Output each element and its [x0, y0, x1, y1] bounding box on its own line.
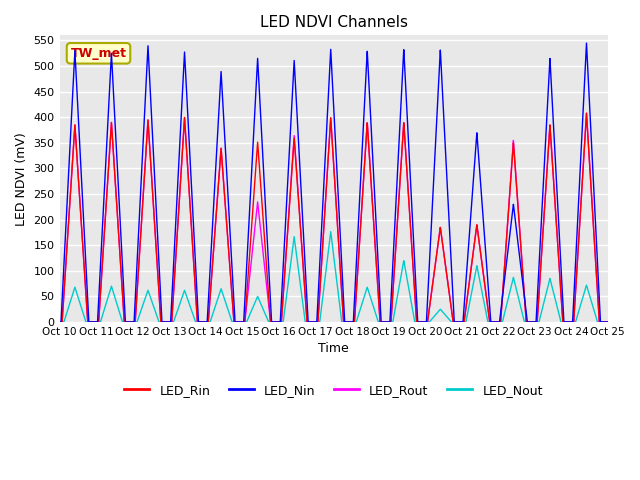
LED_Rout	[56, 319, 63, 325]
LED_Nout	[410, 311, 417, 316]
LED_Rout	[602, 319, 610, 325]
Legend: LED_Rin, LED_Nin, LED_Rout, LED_Nout: LED_Rin, LED_Nin, LED_Rout, LED_Nout	[120, 379, 548, 402]
LED_Nin	[410, 231, 417, 237]
LED_Nout	[487, 319, 495, 325]
LED_Nin	[487, 319, 495, 325]
LED_Rin	[602, 319, 610, 325]
Line: LED_Rout: LED_Rout	[60, 113, 608, 322]
LED_Rout	[604, 319, 612, 325]
LED_Nin	[582, 40, 590, 46]
Text: TW_met: TW_met	[70, 47, 127, 60]
LED_Nout	[604, 319, 612, 325]
LED_Nout	[261, 310, 269, 316]
LED_Rout	[410, 266, 417, 272]
Line: LED_Nin: LED_Nin	[60, 43, 608, 322]
LED_Rin	[261, 239, 269, 245]
LED_Rout	[487, 319, 495, 325]
LED_Nin	[167, 312, 175, 317]
LED_Nin	[602, 319, 610, 325]
Line: LED_Rin: LED_Rin	[60, 113, 608, 322]
Y-axis label: LED NDVI (mV): LED NDVI (mV)	[15, 132, 28, 226]
X-axis label: Time: Time	[318, 342, 349, 355]
LED_Rin	[167, 319, 175, 325]
LED_Rin	[173, 238, 180, 244]
LED_Rin	[582, 110, 590, 116]
LED_Nin	[56, 319, 63, 325]
Title: LED NDVI Channels: LED NDVI Channels	[260, 15, 408, 30]
LED_Nin	[604, 319, 612, 325]
LED_Nout	[167, 319, 175, 325]
LED_Rout	[261, 266, 269, 272]
LED_Nin	[261, 191, 269, 196]
LED_Rout	[582, 110, 590, 116]
LED_Nin	[173, 199, 180, 205]
LED_Rout	[167, 319, 175, 325]
LED_Nout	[602, 319, 610, 325]
LED_Rin	[410, 266, 417, 272]
LED_Rout	[173, 238, 180, 244]
LED_Nout	[173, 310, 180, 315]
Line: LED_Nout: LED_Nout	[60, 232, 608, 322]
LED_Rin	[604, 319, 612, 325]
LED_Nout	[327, 229, 335, 235]
LED_Rin	[56, 319, 63, 325]
LED_Rin	[487, 319, 495, 325]
LED_Nout	[56, 319, 63, 325]
